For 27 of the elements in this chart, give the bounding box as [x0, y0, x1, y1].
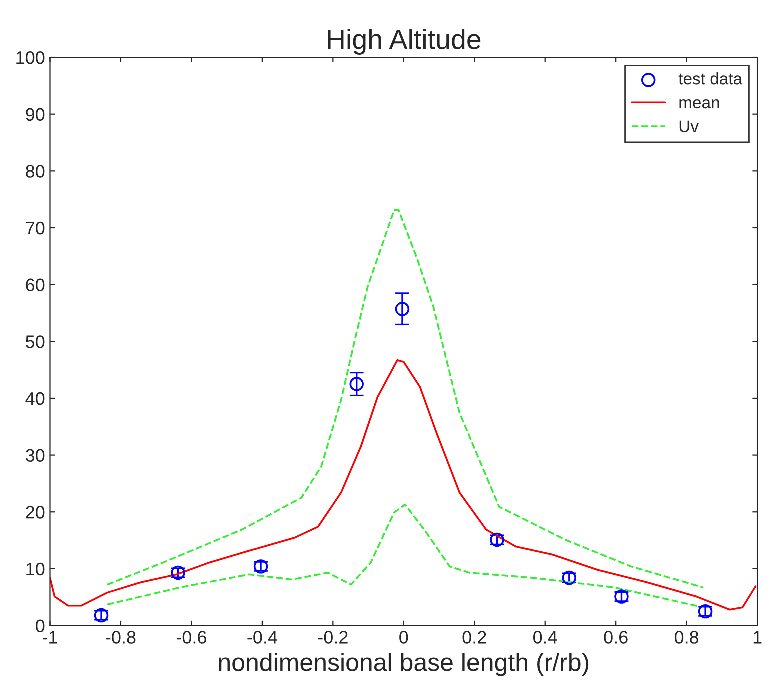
x-tick-label: -0.4 [248, 631, 278, 644]
x-tick-label: -0.8 [106, 631, 136, 644]
y-tick-label: 60 [26, 278, 45, 292]
y-tick-label: 50 [26, 336, 45, 348]
y-tick-label: 70 [26, 222, 45, 235]
x-tick-label: 0.2 [462, 631, 486, 644]
y-tick-label: 30 [26, 449, 45, 462]
y-tick-label: 80 [26, 165, 45, 178]
x-tick-label: 1 [754, 631, 762, 644]
y-tick-label: 100 [16, 51, 45, 64]
y-tick-label: 10 [26, 562, 45, 576]
y-tick-label: 40 [26, 392, 45, 406]
y-tick-label: 20 [26, 506, 45, 519]
x-tick-label: -0.2 [318, 631, 348, 644]
y-tick-label: 90 [26, 108, 45, 122]
x-axis-title: nondimensional base length (r/rb) [219, 653, 589, 676]
legend-label: mean [680, 100, 720, 109]
x-tick-label: 0 [400, 631, 408, 644]
y-tick-label: 0 [36, 620, 45, 632]
x-tick-label: 0.4 [534, 631, 558, 644]
legend-label: test data [678, 72, 743, 85]
legend-label: Uv [680, 120, 699, 132]
x-tick-label: 0.6 [604, 631, 628, 644]
x-tick-label: -1 [43, 631, 58, 644]
x-tick-label: 0.8 [674, 631, 699, 644]
chart-title: High Altitude [328, 29, 481, 55]
x-tick-label: -0.6 [176, 631, 206, 644]
